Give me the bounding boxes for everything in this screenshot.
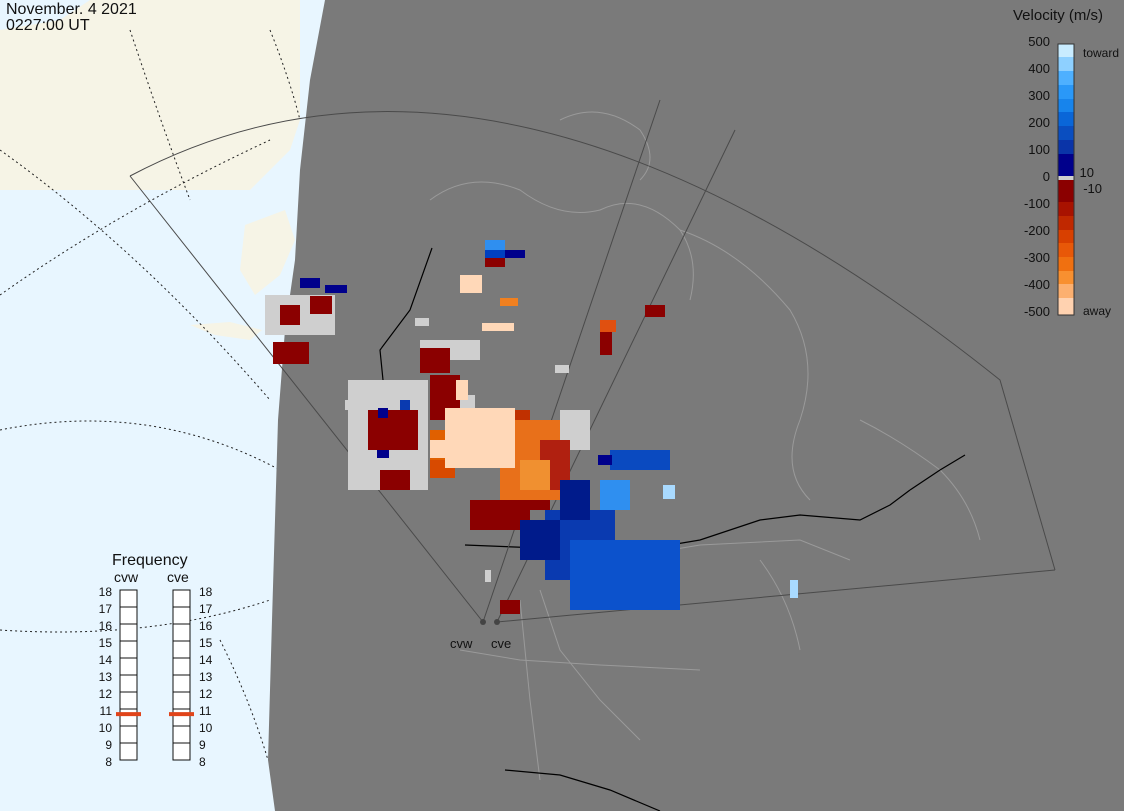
freq-tick-right-17: 17 xyxy=(199,602,213,616)
freq-tick-left-16: 16 xyxy=(99,619,113,633)
freq-tick-right-13: 13 xyxy=(199,670,213,684)
freq-tick-left-11: 11 xyxy=(100,704,113,718)
velocity-tick-200: 200 xyxy=(1028,115,1050,130)
freq-tick-left-18: 18 xyxy=(99,585,113,599)
freq-tick-right-15: 15 xyxy=(199,636,213,650)
velocity-away-label: away xyxy=(1083,304,1111,318)
freq-tick-right-16: 16 xyxy=(199,619,213,633)
frequency-ticks-left: 18 17 16 15 14 13 12 11 10 9 8 xyxy=(99,585,113,769)
frequency-bar-cvw xyxy=(119,589,138,761)
freq-tick-right-10: 10 xyxy=(199,721,213,735)
freq-tick-right-12: 12 xyxy=(199,687,213,701)
velocity-tick-10: 10 xyxy=(1080,165,1094,180)
north-america-land xyxy=(268,0,1124,811)
freq-tick-right-14: 14 xyxy=(199,653,213,667)
frequency-ticks-right: 18 17 16 15 14 13 12 11 10 9 8 xyxy=(199,585,213,769)
lat-lon-grid xyxy=(0,29,301,761)
frequency-title: Frequency xyxy=(112,552,188,569)
velocity-tick-neg100: -100 xyxy=(1024,196,1050,211)
frequency-bar-cve xyxy=(172,589,191,761)
radar-site-cvw xyxy=(480,619,486,625)
freq-tick-left-14: 14 xyxy=(99,653,113,667)
siberia-land xyxy=(0,0,300,190)
velocity-tick-labels: 500 400 300 200 100 10 0 -10 -100 -200 -… xyxy=(1024,34,1102,319)
coastlines xyxy=(429,111,981,781)
freq-tick-left-17: 17 xyxy=(99,602,113,616)
velocity-tick-400: 400 xyxy=(1028,61,1050,76)
velocity-tick-100: 100 xyxy=(1028,142,1050,157)
freq-tick-left-15: 15 xyxy=(99,636,113,650)
velocity-tick-300: 300 xyxy=(1028,88,1050,103)
velocity-tick-neg200: -200 xyxy=(1024,223,1050,238)
velocity-colorbar xyxy=(1057,43,1075,316)
freq-tick-left-9: 9 xyxy=(105,738,112,752)
away-velocity-cells xyxy=(273,255,665,614)
max-away-cells xyxy=(430,275,515,468)
radar-site-cve xyxy=(494,619,500,625)
velocity-tick-neg500: -500 xyxy=(1024,304,1050,319)
freq-tick-left-13: 13 xyxy=(99,670,113,684)
velocity-tick-neg400: -400 xyxy=(1024,277,1050,292)
frequency-radar-cvw: cvw xyxy=(114,569,139,585)
timestamp-date: November. 4 2021 xyxy=(6,1,137,18)
freq-tick-left-12: 12 xyxy=(99,687,113,701)
velocity-tick-0: 0 xyxy=(1043,169,1050,184)
freq-tick-left-8: 8 xyxy=(105,755,112,769)
velocity-legend-title: Velocity (m/s) xyxy=(1013,7,1103,24)
aleutian-land xyxy=(190,322,262,340)
radar-label-cve: cve xyxy=(491,636,511,651)
alaska-west-land xyxy=(240,210,295,295)
velocity-toward-label: toward xyxy=(1083,46,1119,60)
freq-tick-left-10: 10 xyxy=(99,721,113,735)
freq-tick-right-8: 8 xyxy=(199,755,206,769)
toward-velocity-cells xyxy=(300,240,798,610)
velocity-tick-500: 500 xyxy=(1028,34,1050,49)
freq-tick-right-9: 9 xyxy=(199,738,206,752)
freq-tick-right-11: 11 xyxy=(199,704,212,718)
frequency-radar-cve: cve xyxy=(167,569,189,585)
radar-label-cvw: cvw xyxy=(450,636,473,651)
velocity-tick-neg300: -300 xyxy=(1024,250,1050,265)
freq-tick-right-18: 18 xyxy=(199,585,213,599)
radar-fov xyxy=(129,99,1056,623)
velocity-tick-neg10: -10 xyxy=(1083,181,1102,196)
timestamp-time: 0227:00 UT xyxy=(6,17,90,34)
